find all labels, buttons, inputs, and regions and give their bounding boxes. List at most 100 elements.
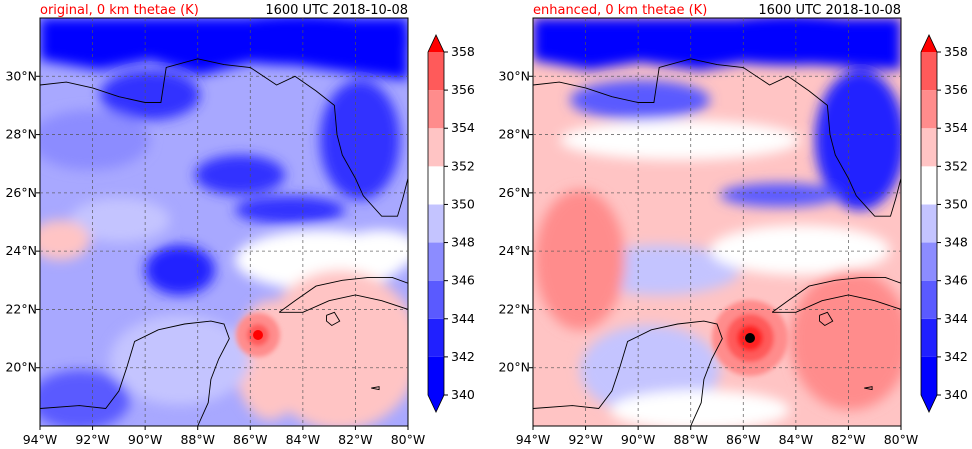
colorbar-segment bbox=[428, 318, 444, 357]
lon-tick-label: 94°W bbox=[23, 432, 58, 447]
lon-tick-label: 82°W bbox=[831, 432, 866, 447]
colorbar-tick-label: 356 bbox=[451, 82, 475, 97]
lon-tick-label: 86°W bbox=[726, 432, 761, 447]
coastline-segment bbox=[533, 320, 723, 426]
lon-tick-label: 84°W bbox=[779, 432, 814, 447]
colorbar-segment bbox=[428, 128, 444, 167]
lon-tick-label: 92°W bbox=[568, 432, 603, 447]
colorbar-tick-label: 346 bbox=[944, 273, 968, 288]
coastline bbox=[533, 58, 901, 426]
lat-tick-label: 26°N bbox=[498, 185, 530, 200]
graticule bbox=[533, 18, 901, 426]
colorbar-segment bbox=[428, 52, 444, 91]
graticule bbox=[40, 18, 408, 426]
colorbar-tick-label: 344 bbox=[451, 311, 475, 326]
colorbar-tick-label: 342 bbox=[451, 349, 475, 364]
coastline bbox=[40, 58, 408, 426]
map-panel-enhanced: enhanced, 0 km thetae (K) 1600 UTC 2018-… bbox=[532, 3, 902, 427]
lon-tick-label: 90°W bbox=[128, 432, 163, 447]
colorbar-segment bbox=[428, 166, 444, 205]
colorbar-tick-label: 344 bbox=[944, 311, 968, 326]
coastline-segment bbox=[533, 58, 901, 217]
coastline-segment bbox=[371, 386, 380, 391]
lon-tick-label: 88°W bbox=[180, 432, 215, 447]
colorbar-tick-label: 348 bbox=[451, 235, 475, 250]
coastline-segment bbox=[279, 294, 408, 313]
coastline-segment bbox=[326, 311, 341, 327]
coastline-segment bbox=[772, 294, 901, 313]
colorbar-segment bbox=[921, 52, 937, 91]
panel-title: enhanced, 0 km thetae (K) bbox=[533, 3, 707, 18]
map-frame bbox=[39, 17, 409, 427]
colorbar-segment bbox=[428, 90, 444, 129]
colorbar-tick-label: 352 bbox=[451, 158, 475, 173]
colorbar-tick-label: 340 bbox=[944, 387, 968, 402]
colorbar-tick-label: 346 bbox=[451, 273, 475, 288]
lat-tick-label: 20°N bbox=[5, 360, 37, 375]
colorbar-tick-label: 340 bbox=[451, 387, 475, 402]
colorbar-tick-label: 352 bbox=[944, 158, 968, 173]
colorbar: 340 342 344 346 348 350 352 354 356 358 bbox=[427, 34, 475, 413]
colorbar-tick-label: 354 bbox=[944, 120, 968, 135]
colorbar-segment bbox=[921, 280, 937, 319]
coastline-segment bbox=[40, 58, 408, 217]
colorbar-segment bbox=[921, 318, 937, 357]
colorbar-tick-label: 358 bbox=[944, 44, 968, 59]
lat-tick-label: 26°N bbox=[5, 185, 37, 200]
lon-tick-label: 92°W bbox=[75, 432, 110, 447]
map-panel-original: original, 0 km thetae (K) 1600 UTC 2018-… bbox=[39, 3, 409, 427]
lon-tick-label: 82°W bbox=[338, 432, 373, 447]
coastline-segment bbox=[819, 311, 834, 327]
coastline-segment bbox=[278, 276, 408, 313]
colorbar-segment bbox=[921, 356, 937, 395]
axis-labels: 94°W 92°W 90°W 88°W 86°W 84°W 82°W 80°W 20°N 22°N… bbox=[498, 68, 918, 447]
lat-tick-label: 28°N bbox=[5, 127, 37, 142]
lon-tick-label: 88°W bbox=[673, 432, 708, 447]
colorbar-extend-high bbox=[428, 35, 444, 52]
lat-tick-label: 28°N bbox=[498, 127, 530, 142]
lat-tick-label: 22°N bbox=[498, 301, 530, 316]
panel-title: original, 0 km thetae (K) bbox=[40, 3, 199, 18]
thetae-field-original bbox=[40, 18, 408, 426]
lon-tick-label: 94°W bbox=[516, 432, 551, 447]
lat-tick-label: 20°N bbox=[498, 360, 530, 375]
colorbar-segment bbox=[921, 242, 937, 281]
lon-tick-label: 80°W bbox=[391, 432, 426, 447]
lat-tick-label: 22°N bbox=[5, 301, 37, 316]
axis-labels: 94°W 92°W 90°W 88°W 86°W 84°W 82°W 80°W 20°N 22°N… bbox=[5, 68, 425, 447]
lon-tick-label: 90°W bbox=[621, 432, 656, 447]
colorbar-tick-label: 356 bbox=[944, 82, 968, 97]
colorbar-tick-label: 342 bbox=[944, 349, 968, 364]
colorbar-tick-label: 350 bbox=[451, 196, 475, 211]
coastline-segment bbox=[40, 320, 230, 426]
colorbar-tick-label: 350 bbox=[944, 196, 968, 211]
colorbar-segment bbox=[428, 204, 444, 243]
panel-time: 1600 UTC 2018-10-08 bbox=[265, 3, 408, 18]
lon-tick-label: 84°W bbox=[286, 432, 321, 447]
colorbar-tick-label: 354 bbox=[451, 120, 475, 135]
coastline-segment bbox=[864, 386, 873, 391]
panel-time: 1600 UTC 2018-10-08 bbox=[758, 3, 901, 18]
colorbar-extend-high bbox=[921, 35, 937, 52]
colorbar: 340 342 344 346 348 350 352 354 356 358 bbox=[920, 34, 968, 413]
colorbar-segment bbox=[428, 356, 444, 395]
lat-tick-label: 24°N bbox=[5, 243, 37, 258]
lat-tick-label: 24°N bbox=[498, 243, 530, 258]
colorbar-segment bbox=[921, 90, 937, 129]
lat-tick-label: 30°N bbox=[5, 68, 37, 83]
colorbar-segment bbox=[921, 204, 937, 243]
lon-tick-label: 80°W bbox=[884, 432, 919, 447]
colorbar-segment bbox=[921, 128, 937, 167]
lon-tick-label: 86°W bbox=[233, 432, 268, 447]
thetae-field-enhanced bbox=[533, 18, 901, 426]
map-frame bbox=[532, 17, 902, 427]
coastline-segment bbox=[771, 276, 901, 313]
colorbar-segment bbox=[428, 242, 444, 281]
colorbar-tick-label: 348 bbox=[944, 235, 968, 250]
colorbar-segment bbox=[428, 280, 444, 319]
lat-tick-label: 30°N bbox=[498, 68, 530, 83]
colorbar-segment bbox=[921, 166, 937, 205]
colorbar-tick-label: 358 bbox=[451, 44, 475, 59]
colorbar-extend-low bbox=[921, 395, 937, 412]
